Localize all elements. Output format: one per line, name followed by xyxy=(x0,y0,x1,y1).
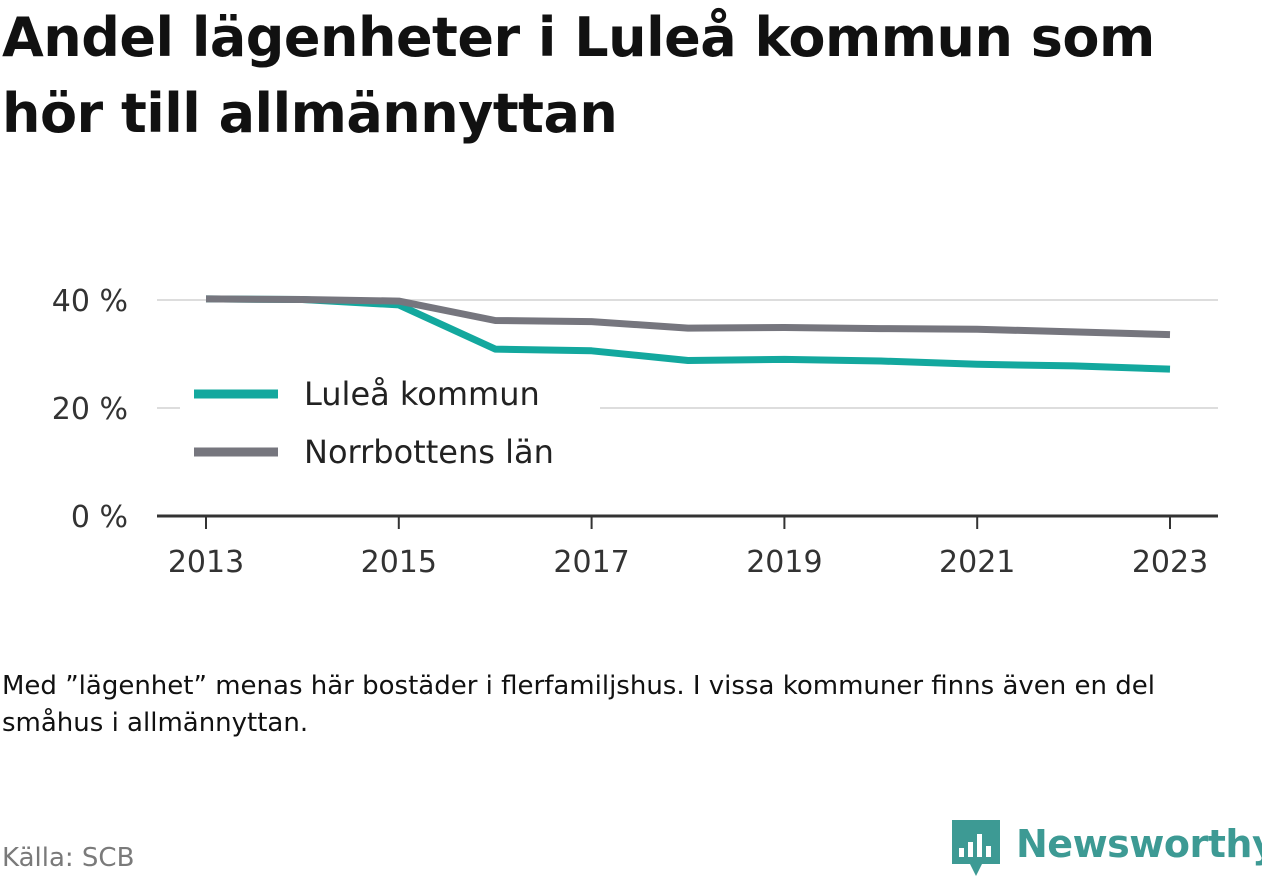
x-tick-label: 2013 xyxy=(168,545,244,580)
legend: Luleå kommun Norrbottens län xyxy=(180,365,600,483)
legend-label: Luleå kommun xyxy=(304,375,540,413)
legend-label: Norrbottens län xyxy=(304,433,554,471)
x-tick-label: 2021 xyxy=(939,545,1015,580)
y-tick-label: 0 % xyxy=(71,500,128,535)
chart-title: Andel lägenheter i Luleå kommun som hör … xyxy=(2,6,1155,145)
series-line-1 xyxy=(205,295,1171,339)
chart-area: 0 % 20 % 40 % 2013 2015 2017 2019 2021 2023 Lule… xyxy=(0,270,1262,600)
x-tick-label: 2023 xyxy=(1132,545,1208,580)
footnote: Med ”lägenhet” menas här bostäder i fler… xyxy=(2,671,1155,738)
brand-name: Newsworthy xyxy=(1016,822,1262,866)
y-tick-label: 20 % xyxy=(52,392,128,427)
newsworthy-logo-icon xyxy=(952,820,1000,876)
y-tick-label: 40 % xyxy=(52,284,128,319)
brand-logo[interactable]: Newsworthy xyxy=(950,818,1262,878)
source-label: Källa: SCB xyxy=(2,843,135,873)
legend-background xyxy=(180,365,600,483)
x-tick-label: 2019 xyxy=(746,545,822,580)
series-lines xyxy=(205,295,1171,373)
line-chart: 0 % 20 % 40 % 2013 2015 2017 2019 2021 2023 Lule… xyxy=(52,284,1218,580)
x-tick-label: 2015 xyxy=(361,545,437,580)
x-tick-label: 2017 xyxy=(553,545,629,580)
axes: 0 % 20 % 40 % 2013 2015 2017 2019 2021 2023 xyxy=(52,284,1218,580)
